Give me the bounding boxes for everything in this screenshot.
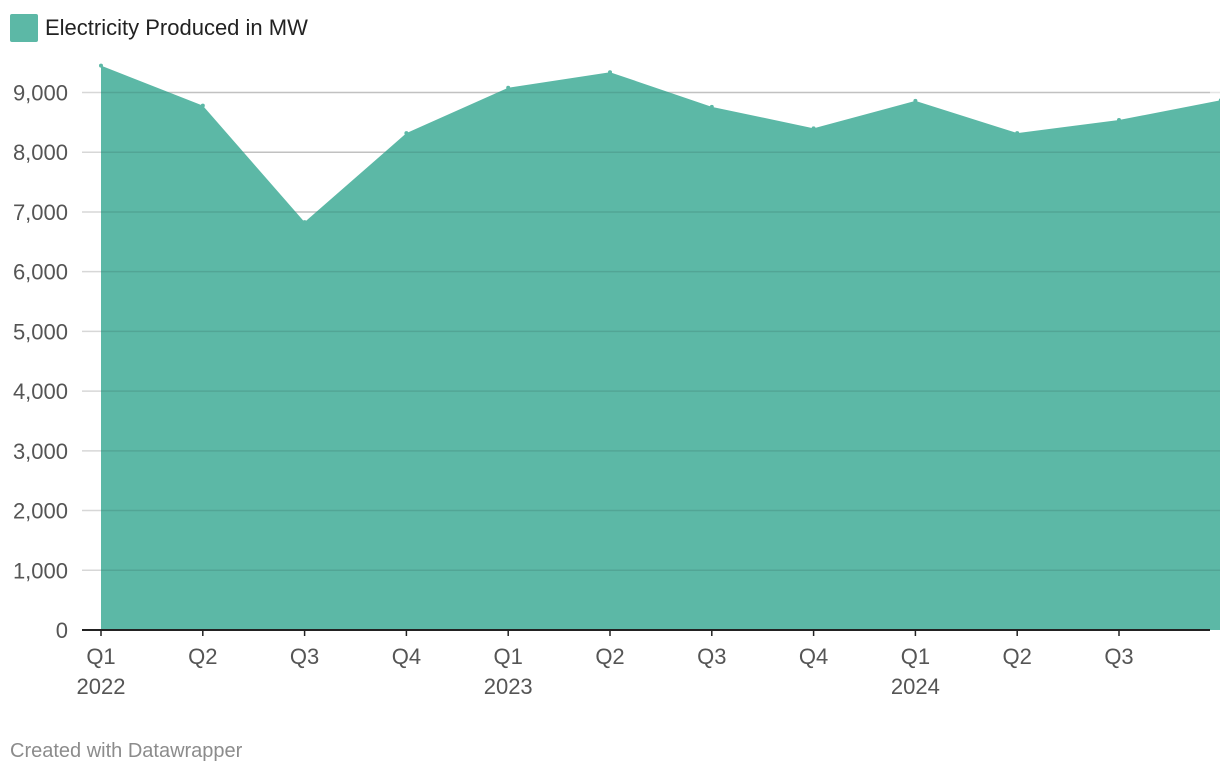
data-point — [1015, 131, 1020, 136]
data-point — [506, 85, 511, 90]
x-tick-label: Q2 — [188, 644, 217, 669]
area-chart: 0 1,000 2,000 3,000 4,000 5,000 6,000 7,000 8,00… — [13, 63, 1220, 699]
x-tick-label: Q1 — [494, 644, 523, 669]
data-point — [404, 131, 409, 136]
x-year-label: 2024 — [891, 674, 940, 699]
x-tick-label: Q3 — [1104, 644, 1133, 669]
x-tick-label: Q1 — [901, 644, 930, 669]
x-tick-label: Q2 — [595, 644, 624, 669]
data-point — [913, 98, 918, 103]
legend-swatch — [10, 14, 38, 42]
data-point — [608, 70, 612, 75]
x-tick-label: Q3 — [290, 644, 319, 669]
x-year-label: 2022 — [77, 674, 126, 699]
y-tick-label: 1,000 — [13, 558, 68, 583]
data-point — [302, 220, 307, 225]
axes: 0 1,000 2,000 3,000 4,000 5,000 6,000 7,000 8,00… — [13, 81, 1210, 699]
y-tick-label: 7,000 — [13, 200, 68, 225]
legend-label: Electricity Produced in MW — [45, 15, 308, 40]
x-tick-label: Q1 — [86, 644, 115, 669]
x-year-label: 2023 — [484, 674, 533, 699]
footer-credit: Created with Datawrapper — [10, 740, 243, 762]
legend: Electricity Produced in MW — [10, 14, 308, 42]
y-tick-label: 6,000 — [13, 260, 68, 285]
series-area-layer — [99, 63, 1220, 630]
data-point — [1117, 117, 1121, 122]
y-tick-label: 3,000 — [13, 439, 68, 464]
y-tick-label: 4,000 — [13, 379, 68, 404]
x-tick-label: Q2 — [1003, 644, 1032, 669]
y-tick-label: 9,000 — [13, 81, 68, 106]
y-tick-label: 2,000 — [13, 499, 68, 524]
x-tick-label: Q4 — [799, 644, 828, 669]
x-tick-label: Q4 — [392, 644, 421, 669]
data-point — [200, 103, 205, 108]
y-tick-label: 0 — [56, 618, 68, 643]
y-tick-label: 8,000 — [13, 140, 68, 165]
data-point — [811, 126, 816, 131]
data-point — [709, 104, 714, 109]
series-area-electricity-produced — [101, 65, 1220, 630]
x-tick-label: Q3 — [697, 644, 726, 669]
y-tick-label: 5,000 — [13, 319, 68, 344]
data-point — [99, 63, 103, 68]
